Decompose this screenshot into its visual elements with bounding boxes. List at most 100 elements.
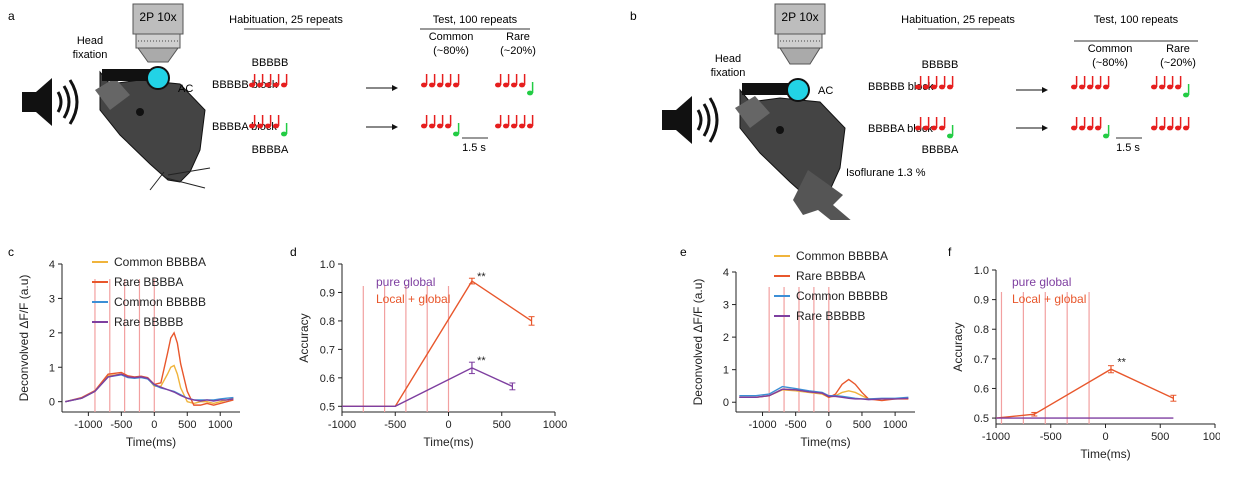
y-tick-label: 0.8 (974, 324, 989, 336)
note-head (265, 82, 271, 88)
note-head (1103, 84, 1109, 90)
head-fixation-label-2: fixation (711, 67, 746, 79)
series-line (739, 385, 909, 400)
y-tick-label: 3 (49, 293, 55, 305)
y-tick-label: 2 (723, 332, 729, 344)
head-fixation-label-2: fixation (73, 49, 108, 61)
x-tick-label: -500 (110, 419, 132, 431)
legend-label: Rare BBBBB (114, 315, 183, 329)
head-fixation-label-1: Head (715, 53, 741, 65)
habituation-label: Habituation, 25 repeats (901, 14, 1015, 26)
note-head (527, 123, 533, 129)
note-head (1087, 84, 1093, 90)
note-head (923, 125, 929, 131)
habituation-label: Habituation, 25 repeats (229, 14, 343, 26)
test-label: Test, 100 repeats (1094, 14, 1179, 26)
y-tick-label: 4 (723, 267, 729, 279)
x-tick-label: 1000 (208, 419, 232, 431)
note-head (257, 82, 263, 88)
note-head (519, 123, 525, 129)
seq2-label: BBBBA (922, 144, 959, 156)
y-axis-label: Accuracy (951, 322, 965, 371)
note-head (503, 123, 509, 129)
chart-f: f -1000 -500 0 500 1000 0.5 0.6 0.7 0.8 0.9 1.0 Tim… (948, 245, 1220, 461)
note-head (939, 84, 945, 90)
note-head (1103, 133, 1109, 139)
y-tick-label: 0 (723, 397, 729, 409)
panel-b: b 2P 10x Head fixation AC Isoflurane 1.3… (628, 0, 1241, 222)
legend-label: pure global (1012, 275, 1071, 289)
y-tick-label: 0.7 (974, 354, 989, 366)
common-pct: (~80%) (1092, 57, 1128, 69)
x-tick-label: 1000 (543, 419, 567, 431)
legend-label: Local + global (1012, 292, 1086, 306)
series-line (739, 388, 909, 401)
series-line (995, 368, 1174, 419)
interval-label: 1.5 s (1116, 142, 1140, 154)
block1-label: BBBBB block (212, 79, 278, 91)
legend-label: Common BBBBA (114, 255, 206, 269)
note-head (1087, 125, 1093, 131)
note-head (915, 84, 921, 90)
x-axis-label: Time(ms) (126, 435, 176, 449)
legend-label: Common BBBBB (796, 289, 888, 303)
note-head (939, 125, 945, 131)
mouse-illustration (95, 70, 211, 191)
auditory-cortex-marker (786, 78, 810, 102)
note-head (947, 84, 953, 90)
seq1-label: BBBBB (252, 57, 289, 69)
test-label: Test, 100 repeats (433, 14, 518, 26)
y-tick-label: 0.6 (320, 373, 335, 385)
notes-layer (249, 74, 534, 137)
x-tick-label: -500 (1040, 431, 1062, 443)
speaker-icon (22, 78, 79, 126)
legend-label: pure global (376, 275, 435, 289)
note-head (1183, 92, 1189, 98)
note-head (249, 123, 255, 129)
note-head (1079, 125, 1085, 131)
note-head (453, 131, 459, 137)
y-axis-label: Deconvolved ΔF/F (a.u) (17, 275, 31, 402)
block1-label: BBBBB block (868, 81, 934, 93)
x-tick-label: 500 (178, 419, 196, 431)
x-tick-label: 500 (493, 419, 511, 431)
significance-marker: ** (477, 271, 486, 283)
note-head (265, 123, 271, 129)
note-head (931, 125, 937, 131)
note-head (257, 123, 263, 129)
panel-d-label: d (290, 245, 297, 259)
y-tick-label: 1 (49, 362, 55, 374)
note-head (1071, 84, 1077, 90)
panel-a-label: a (8, 9, 15, 23)
x-tick-label: 500 (853, 419, 871, 431)
panel-e-label: e (680, 245, 687, 259)
note-head (249, 82, 255, 88)
y-tick-label: 1.0 (974, 265, 989, 277)
panel-b-schematic: b 2P 10x Head fixation AC Isoflurane 1.3… (630, 3, 1198, 222)
notes-layer (915, 76, 1190, 139)
x-tick-label: -1000 (328, 419, 356, 431)
common-label: Common (429, 31, 474, 43)
y-tick-label: 2 (49, 328, 55, 340)
note-head (1183, 125, 1189, 131)
note-head (1167, 125, 1173, 131)
note-head (495, 82, 501, 88)
panel-a-schematic: a 2P 10x Head fixation (8, 3, 536, 191)
note-head (1159, 84, 1165, 90)
note-head (1095, 125, 1101, 131)
series-line (65, 331, 234, 406)
auditory-cortex-marker (146, 66, 170, 90)
series-line (342, 367, 513, 408)
mouse-illustration (735, 88, 846, 201)
microscope-icon (774, 3, 826, 65)
y-tick-label: 0.9 (974, 295, 989, 307)
note-head (421, 123, 427, 129)
note-head (1151, 84, 1157, 90)
isoflurane-nozzle (793, 170, 853, 222)
microscope-label: 2P 10x (139, 10, 176, 24)
note-head (511, 123, 517, 129)
x-axis-label: Time(ms) (423, 435, 473, 449)
chart-d: d -1000 -500 0 500 1000 0.5 0.6 0.7 0.8 0.9 1.0 Tim… (290, 245, 567, 449)
panel-a: a 2P 10x Head fixation (0, 0, 620, 220)
panel-c-label: c (8, 245, 14, 259)
